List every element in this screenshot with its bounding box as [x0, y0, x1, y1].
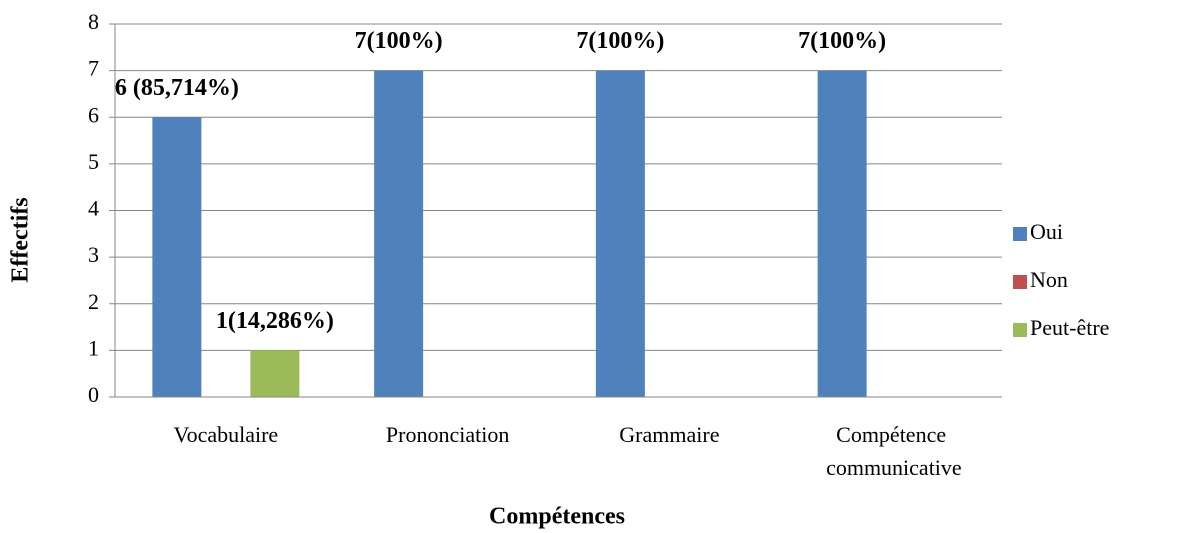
- legend-label: Non: [1030, 267, 1068, 292]
- y-tick-label: 1: [88, 335, 99, 360]
- y-tick-label: 0: [88, 382, 99, 407]
- data-label: 6 (85,714%): [115, 75, 239, 101]
- legend-swatch: [1013, 323, 1027, 337]
- x-tick-label: Grammaire: [619, 422, 719, 447]
- y-tick-label: 4: [88, 196, 99, 221]
- x-axis-title: Compétences: [489, 504, 625, 530]
- y-tick-label: 2: [88, 289, 99, 314]
- data-label: 7(100%): [355, 28, 443, 54]
- y-tick-label: 3: [88, 242, 99, 267]
- bar: [250, 350, 300, 397]
- x-tick-label: Prononciation: [386, 422, 509, 447]
- y-tick-label: 7: [88, 56, 99, 81]
- data-label: 7(100%): [576, 28, 664, 54]
- legend-swatch: [1013, 275, 1027, 289]
- legend-label: Oui: [1030, 219, 1063, 244]
- x-tick-label: Compétence communicative: [821, 422, 962, 480]
- x-tick-label: Vocabulaire: [174, 422, 279, 447]
- data-label: 1(14,286%): [216, 308, 334, 334]
- legend-swatch: [1013, 227, 1027, 241]
- y-tick-label: 5: [88, 149, 99, 174]
- y-tick-label: 6: [88, 102, 99, 127]
- bar: [817, 70, 867, 397]
- y-tick-label: 8: [88, 9, 99, 34]
- y-axis-title: Effectifs: [8, 197, 34, 282]
- data-label: 7(100%): [798, 28, 886, 54]
- bar: [152, 117, 202, 397]
- bar: [595, 70, 645, 397]
- bar: [374, 70, 424, 397]
- legend-label: Peut-être: [1030, 315, 1109, 340]
